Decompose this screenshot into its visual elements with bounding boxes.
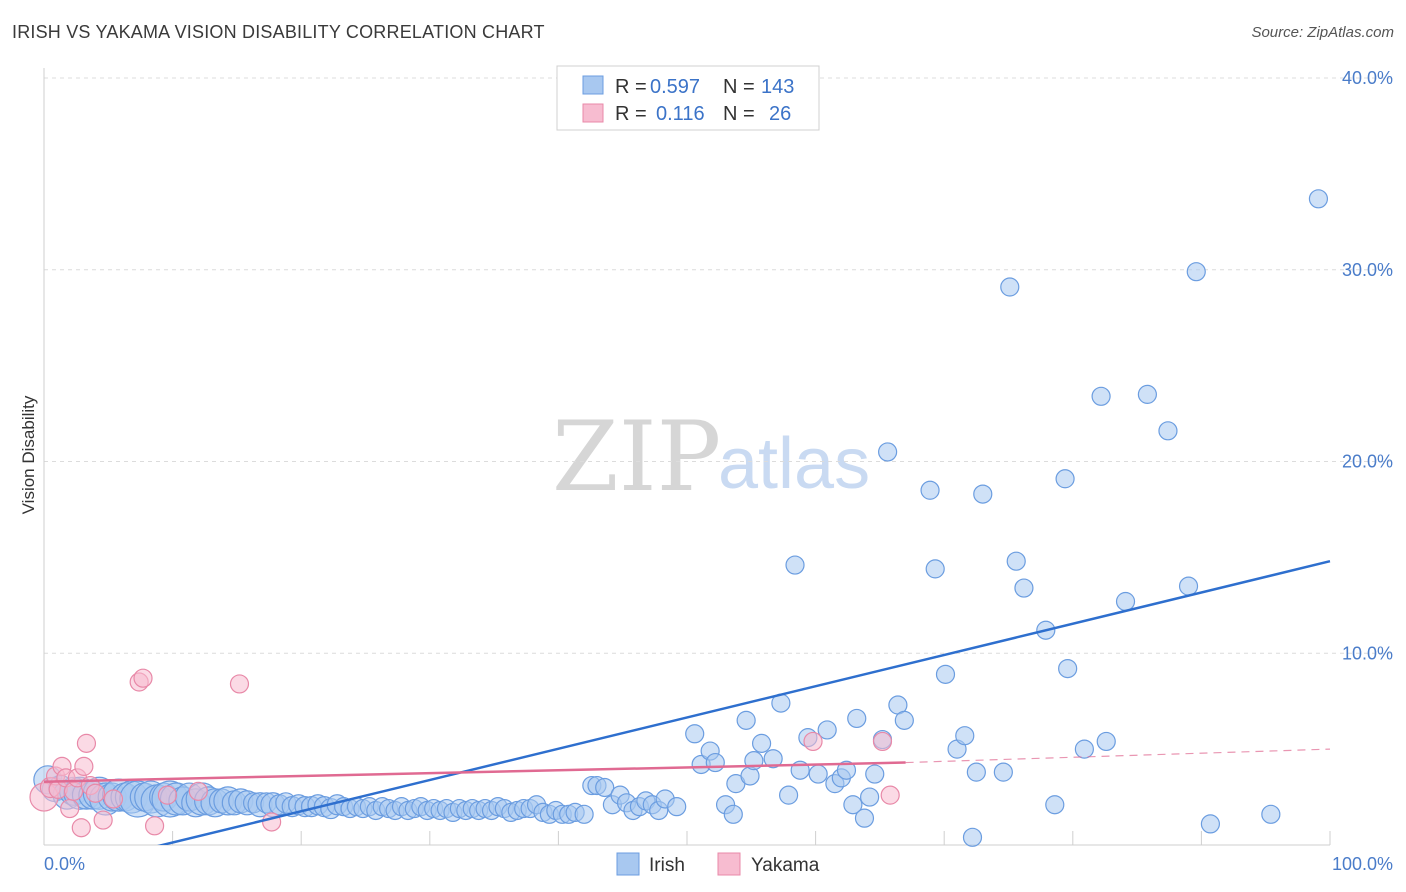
watermark-zip: ZIP — [552, 401, 721, 513]
irish-point — [1308, 189, 1329, 209]
legend-n-label-irish: N = — [723, 76, 755, 98]
yakama-point — [60, 798, 80, 819]
yakama-point — [76, 733, 97, 753]
irish-point — [836, 760, 857, 780]
irish-point — [966, 762, 986, 782]
yakama-point — [880, 785, 900, 805]
irish-point — [1158, 421, 1178, 441]
irish-point — [955, 726, 975, 746]
yakama-point — [803, 731, 823, 752]
y-tick-label: 10.0% — [1342, 643, 1393, 663]
irish-point — [1091, 386, 1111, 406]
irish-point — [574, 804, 594, 824]
irish-point — [878, 442, 898, 462]
irish-point — [1045, 795, 1065, 815]
irish-point — [925, 559, 945, 579]
yakama-trend-extension — [905, 748, 1331, 764]
irish-point — [1014, 578, 1034, 598]
legend-r-value-yakama: 0.116 — [656, 103, 705, 125]
irish-point — [778, 785, 799, 805]
legend-r-value-irish: 0.597 — [650, 76, 700, 98]
yakama-point — [133, 668, 153, 688]
legend-n-value-yakama: 26 — [769, 103, 791, 125]
irish-trend-line — [157, 559, 1331, 845]
irish-point — [973, 484, 993, 504]
irish-point — [1096, 731, 1116, 752]
irish-point — [1261, 804, 1281, 824]
irish-point — [1006, 551, 1026, 571]
yakama-point — [229, 674, 250, 694]
irish-point — [667, 797, 687, 817]
irish-point — [808, 764, 828, 784]
irish-point — [935, 664, 956, 684]
x-tick-label: 0.0% — [44, 854, 85, 874]
irish-point — [860, 787, 880, 807]
irish-point — [1115, 591, 1136, 612]
irish-point — [1178, 576, 1199, 596]
bottom-legend-label-yakama: Yakama — [751, 855, 820, 876]
irish-point — [962, 827, 983, 847]
irish-point — [1137, 384, 1157, 404]
irish-point — [920, 480, 940, 500]
yakama-point — [71, 818, 91, 838]
irish-points — [33, 189, 1329, 847]
irish-point — [993, 762, 1013, 782]
irish-point — [817, 720, 837, 740]
irish-point — [847, 708, 867, 729]
irish-point — [894, 710, 914, 730]
irish-point — [1200, 814, 1221, 834]
irish-point — [763, 749, 783, 769]
y-tick-label: 40.0% — [1342, 68, 1393, 88]
axes — [43, 68, 1331, 846]
irish-point — [595, 777, 615, 798]
source-note: Source: ZipAtlas.com — [1251, 24, 1394, 41]
yakama-point — [157, 785, 178, 805]
irish-point — [705, 752, 725, 773]
bottom-legend: Irish Yakama — [616, 852, 820, 876]
y-tick-label: 30.0% — [1342, 260, 1393, 280]
legend-n-label-yakama: N = — [723, 103, 755, 125]
irish-point — [685, 724, 705, 744]
watermark-atlas: atlas — [718, 424, 870, 504]
yakama-point — [872, 731, 893, 752]
irish-point — [843, 795, 863, 815]
tick-labels: 10.0% 20.0% 30.0% 40.0% 0.0% 100.0% — [44, 68, 1393, 874]
legend: R = 0.597 N = 143 R = 0.116 N = 26 — [556, 65, 820, 131]
y-tick-label: 20.0% — [1342, 452, 1393, 472]
yakama-point — [93, 810, 113, 830]
yakama-point — [85, 783, 106, 803]
x-tick-label: 100.0% — [1332, 854, 1393, 874]
irish-point — [1186, 262, 1206, 282]
legend-swatch-irish — [582, 75, 604, 95]
irish-point — [736, 710, 756, 730]
irish-point — [854, 808, 875, 828]
irish-point — [1000, 277, 1020, 297]
bottom-legend-label-irish: Irish — [649, 855, 685, 876]
bottom-legend-swatch-yakama — [717, 852, 741, 876]
yakama-trend-line — [43, 761, 906, 783]
bottom-legend-swatch-irish — [616, 852, 640, 876]
irish-point — [865, 764, 885, 784]
irish-point — [1058, 658, 1078, 679]
irish-point — [1074, 739, 1094, 759]
yakama-point — [103, 789, 124, 809]
grid — [44, 77, 1392, 654]
legend-r-label-yakama: R = — [615, 103, 647, 125]
y-axis-label: Vision Disability — [19, 395, 38, 514]
watermark: ZIP atlas — [552, 401, 870, 513]
trend-lines — [43, 559, 1331, 845]
yakama-point — [188, 781, 208, 801]
chart-title: IRISH VS YAKAMA VISION DISABILITY CORREL… — [12, 22, 545, 42]
irish-point — [723, 804, 743, 824]
legend-r-label-irish: R = — [615, 76, 647, 98]
irish-point — [1055, 469, 1075, 489]
legend-swatch-yakama — [582, 103, 604, 123]
legend-n-value-irish: 143 — [761, 76, 794, 98]
yakama-point — [144, 816, 165, 836]
irish-point — [751, 733, 772, 753]
irish-point — [785, 555, 805, 575]
yakama-point — [74, 756, 94, 776]
